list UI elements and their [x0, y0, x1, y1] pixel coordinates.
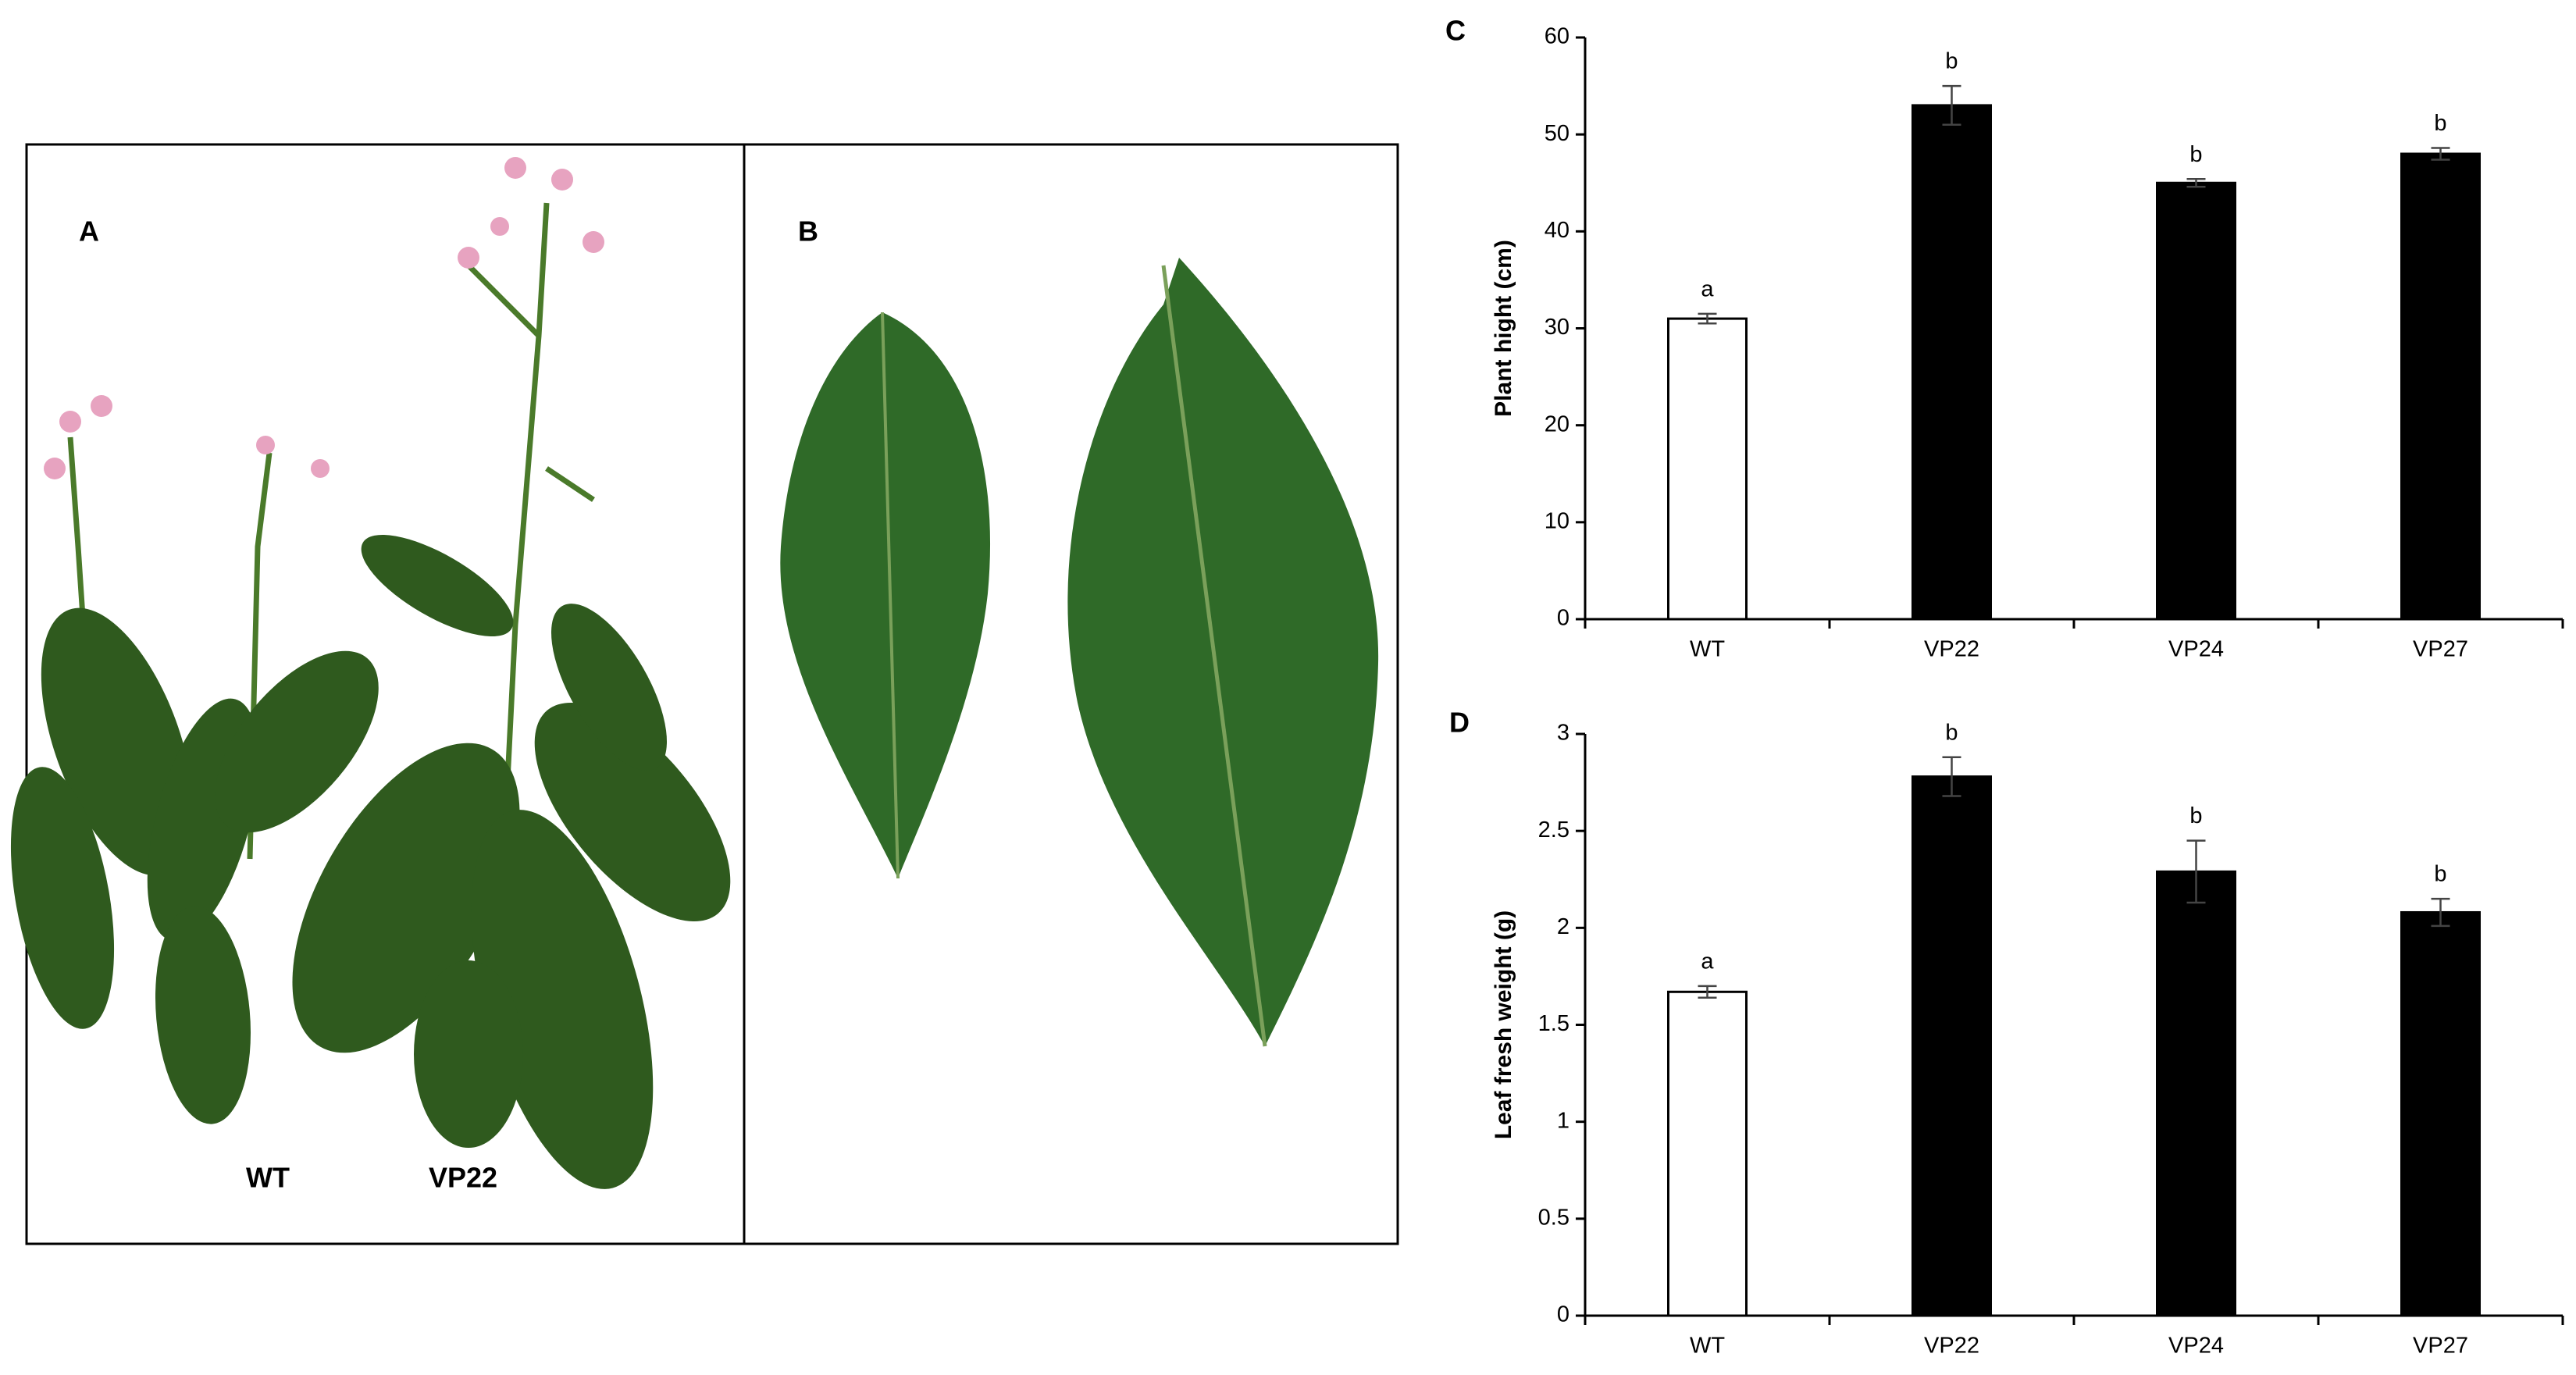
y-tick-label: 40: [1545, 218, 1569, 243]
y-tick-label: 1.5: [1538, 1011, 1569, 1036]
y-tick-label: 2.5: [1538, 818, 1569, 842]
significance-letter: b: [2189, 142, 2202, 167]
error-bar: [2186, 178, 2206, 188]
panel-label: C: [1445, 15, 1466, 47]
bar: [2400, 152, 2481, 621]
y-tick-label: 3: [1557, 721, 1569, 746]
bar: [1667, 317, 1748, 621]
plant-illustration: [10, 157, 731, 1189]
y-tick-label: 0.5: [1538, 1205, 1569, 1230]
y-tick-label: 60: [1545, 24, 1569, 49]
bar: [1667, 990, 1748, 1317]
y-tick-label: 2: [1557, 914, 1569, 939]
panel-label: A: [79, 216, 99, 248]
leaf-illustration: [780, 258, 1379, 1047]
y-axis-label: Plant hight (cm): [1491, 240, 1516, 417]
y-tick-label: 20: [1545, 411, 1569, 436]
significance-letter: b: [1945, 49, 1958, 74]
bar: [2400, 910, 2481, 1317]
error-bar: [1698, 985, 1717, 999]
x-tick-label: WT: [1690, 1334, 1725, 1359]
bar: [2156, 870, 2236, 1317]
x-tick-label: VP22: [1924, 1334, 1979, 1359]
x-tick-label: VP24: [2168, 637, 2224, 662]
photo-caption: VP22: [429, 1162, 497, 1194]
y-tick-label: 30: [1545, 315, 1569, 340]
error-bar: [1942, 756, 1961, 797]
x-tick-label: VP22: [1924, 637, 1979, 662]
error-bar: [2186, 839, 2206, 904]
y-tick-label: 1: [1557, 1108, 1569, 1133]
y-tick-label: 50: [1545, 121, 1569, 146]
significance-letter: b: [2434, 111, 2446, 136]
x-tick-label: VP24: [2168, 1334, 2224, 1359]
bar: [2156, 181, 2236, 621]
y-tick-label: 0: [1557, 606, 1569, 631]
significance-letter: b: [1945, 720, 1958, 745]
x-tick-label: VP27: [2413, 1334, 2468, 1359]
y-tick-label: 10: [1545, 508, 1569, 533]
panel-label: D: [1449, 707, 1470, 739]
significance-letter: b: [2434, 862, 2446, 887]
significance-letter: a: [1701, 277, 1714, 302]
photo-caption: WT: [246, 1162, 290, 1194]
y-tick-label: 0: [1557, 1302, 1569, 1327]
significance-letter: b: [2189, 803, 2202, 828]
error-bar: [2431, 897, 2450, 928]
bar: [1912, 775, 1992, 1317]
panel-label: B: [798, 216, 818, 248]
error-bar: [2431, 147, 2450, 161]
significance-letter: a: [1701, 949, 1714, 974]
error-bar: [1942, 84, 1961, 126]
x-tick-label: WT: [1690, 637, 1725, 662]
y-axis-label: Leaf fresh weight (g): [1491, 910, 1516, 1139]
x-tick-label: VP27: [2413, 637, 2468, 662]
bar: [1912, 104, 1992, 621]
error-bar: [1698, 312, 1717, 325]
